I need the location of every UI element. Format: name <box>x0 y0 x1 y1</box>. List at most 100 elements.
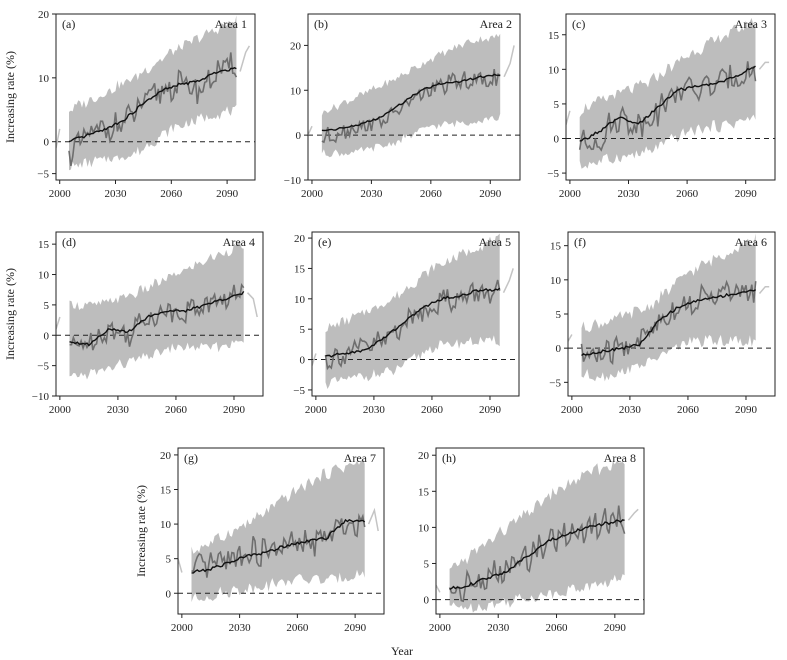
y-tick-label: 0 <box>300 355 306 367</box>
area-title: Area 7 <box>344 451 376 465</box>
y-tick-label: 5 <box>424 558 430 570</box>
x-tick-label: 2000 <box>171 622 194 634</box>
panel-3: 2000 2030 2060 2090 −5 0 5 10 15 (c) Area 3 <box>547 13 776 200</box>
annual-series-line <box>578 61 757 152</box>
uncertainty-band <box>191 458 365 603</box>
x-tick-label: 2090 <box>479 188 502 200</box>
y-tick-label: 15 <box>38 239 50 251</box>
panel-letter: (c) <box>572 17 585 31</box>
y-tick-label: −5 <box>37 169 49 181</box>
y-tick-label: 0 <box>296 130 302 142</box>
area-title: Area 4 <box>223 235 255 249</box>
y-axis-label: Increasing rate (%) <box>3 51 17 143</box>
y-tick-label: 10 <box>38 73 50 85</box>
panel-frame <box>565 13 776 181</box>
x-tick-label: 2090 <box>216 188 239 200</box>
historical-extension-line <box>56 316 61 330</box>
y-tick-label: 5 <box>556 309 562 321</box>
y-tick-label: 10 <box>550 275 562 287</box>
panel-1: 2000 2030 2060 2090 −5 0 10 20 (a) Area 1 Increasi… <box>3 9 256 200</box>
historical-extension-line <box>308 125 313 136</box>
smoothed-series-line <box>581 289 757 357</box>
y-tick-label: 15 <box>550 241 562 253</box>
area-title: Area 1 <box>215 17 247 31</box>
panel-letter: (b) <box>314 17 328 31</box>
panel-7: 2000 2030 2060 2090 0 5 10 15 20 (g) Area 7 Increas… <box>134 447 385 634</box>
uncertainty-band <box>69 15 237 171</box>
y-tick-label: −10 <box>32 391 50 403</box>
panel-8: 2000 2030 2060 2090 0 5 10 15 20 (h) Area 8 <box>418 447 645 634</box>
y-tick-label: 20 <box>290 40 302 52</box>
x-tick-label: 2060 <box>286 622 309 634</box>
y-tick-label: 20 <box>38 9 50 21</box>
x-tick-label: 2060 <box>420 188 443 200</box>
y-tick-label: 10 <box>418 522 430 534</box>
annual-series-line <box>448 505 626 603</box>
panel-letter: (d) <box>62 235 76 249</box>
y-tick-label: 15 <box>548 30 560 42</box>
x-tick-label: 2030 <box>229 622 252 634</box>
x-tick-label: 2030 <box>363 404 386 416</box>
x-tick-label: 2090 <box>479 404 502 416</box>
x-tick-label: 2060 <box>421 404 444 416</box>
future-extension-line <box>503 45 515 78</box>
x-tick-label: 2000 <box>49 404 72 416</box>
y-tick-label: 0 <box>424 595 430 607</box>
figure-x-axis-label: Year <box>391 644 413 658</box>
y-tick-label: 15 <box>294 263 306 275</box>
y-tick-label: 10 <box>160 519 172 531</box>
y-tick-label: −5 <box>293 385 305 397</box>
historical-extension-line <box>312 353 317 366</box>
x-tick-label: 2000 <box>301 188 324 200</box>
y-tick-label: 5 <box>554 99 560 111</box>
uncertainty-band <box>579 17 756 169</box>
panel-frame <box>55 13 256 181</box>
panel-frame <box>177 447 385 615</box>
future-extension-line <box>502 268 514 294</box>
x-tick-label: 2030 <box>487 622 510 634</box>
y-tick-label: 20 <box>160 450 172 462</box>
panel-2: 2000 2030 2060 2090 −10 0 10 20 (b) Area 2 <box>284 13 521 200</box>
x-tick-label: 2030 <box>619 404 642 416</box>
y-tick-label: −5 <box>547 168 559 180</box>
y-tick-label: 20 <box>294 233 306 245</box>
y-tick-label: −5 <box>549 377 561 389</box>
annual-series-line <box>68 52 238 167</box>
y-tick-label: 10 <box>290 85 302 97</box>
panel-frame <box>311 231 520 397</box>
x-tick-label: 2030 <box>618 188 641 200</box>
y-tick-label: 15 <box>418 486 430 498</box>
future-extension-line <box>758 285 770 294</box>
area-title: Area 3 <box>735 17 767 31</box>
x-tick-label: 2000 <box>559 188 582 200</box>
x-tick-label: 2090 <box>735 188 758 200</box>
smoothed-series-line <box>325 287 501 358</box>
x-tick-label: 2090 <box>604 622 627 634</box>
panel-6: 2000 2030 2060 2090 −5 0 5 10 15 (f) Area 6 <box>549 231 776 416</box>
panel-letter: (e) <box>318 235 331 249</box>
x-tick-label: 2000 <box>305 404 328 416</box>
panel-frame <box>435 447 645 615</box>
x-tick-label: 2030 <box>360 188 383 200</box>
annual-series-line <box>580 279 757 366</box>
uncertainty-band <box>69 242 244 380</box>
y-tick-label: 5 <box>300 324 306 336</box>
smoothed-series-line <box>579 65 756 142</box>
smoothed-series-line <box>191 518 366 574</box>
x-tick-label: 2060 <box>676 188 699 200</box>
historical-extension-line <box>436 584 441 593</box>
smoothed-series-line <box>69 291 245 347</box>
x-tick-label: 2060 <box>160 188 183 200</box>
future-extension-line <box>367 507 379 532</box>
panel-letter: (a) <box>62 17 75 31</box>
x-tick-label: 2090 <box>344 622 367 634</box>
x-tick-label: 2060 <box>546 622 569 634</box>
historical-extension-line <box>178 558 183 573</box>
x-tick-label: 2090 <box>735 404 758 416</box>
y-axis-label: Increasing rate (%) <box>134 485 148 577</box>
y-tick-label: 0 <box>554 134 560 146</box>
panel-5: 2000 2030 2060 2090 −5 0 5 10 15 20 (e) Area 5 <box>293 231 520 416</box>
historical-extension-line <box>568 334 573 342</box>
x-tick-label: 2030 <box>107 404 130 416</box>
x-tick-label: 2000 <box>49 188 72 200</box>
